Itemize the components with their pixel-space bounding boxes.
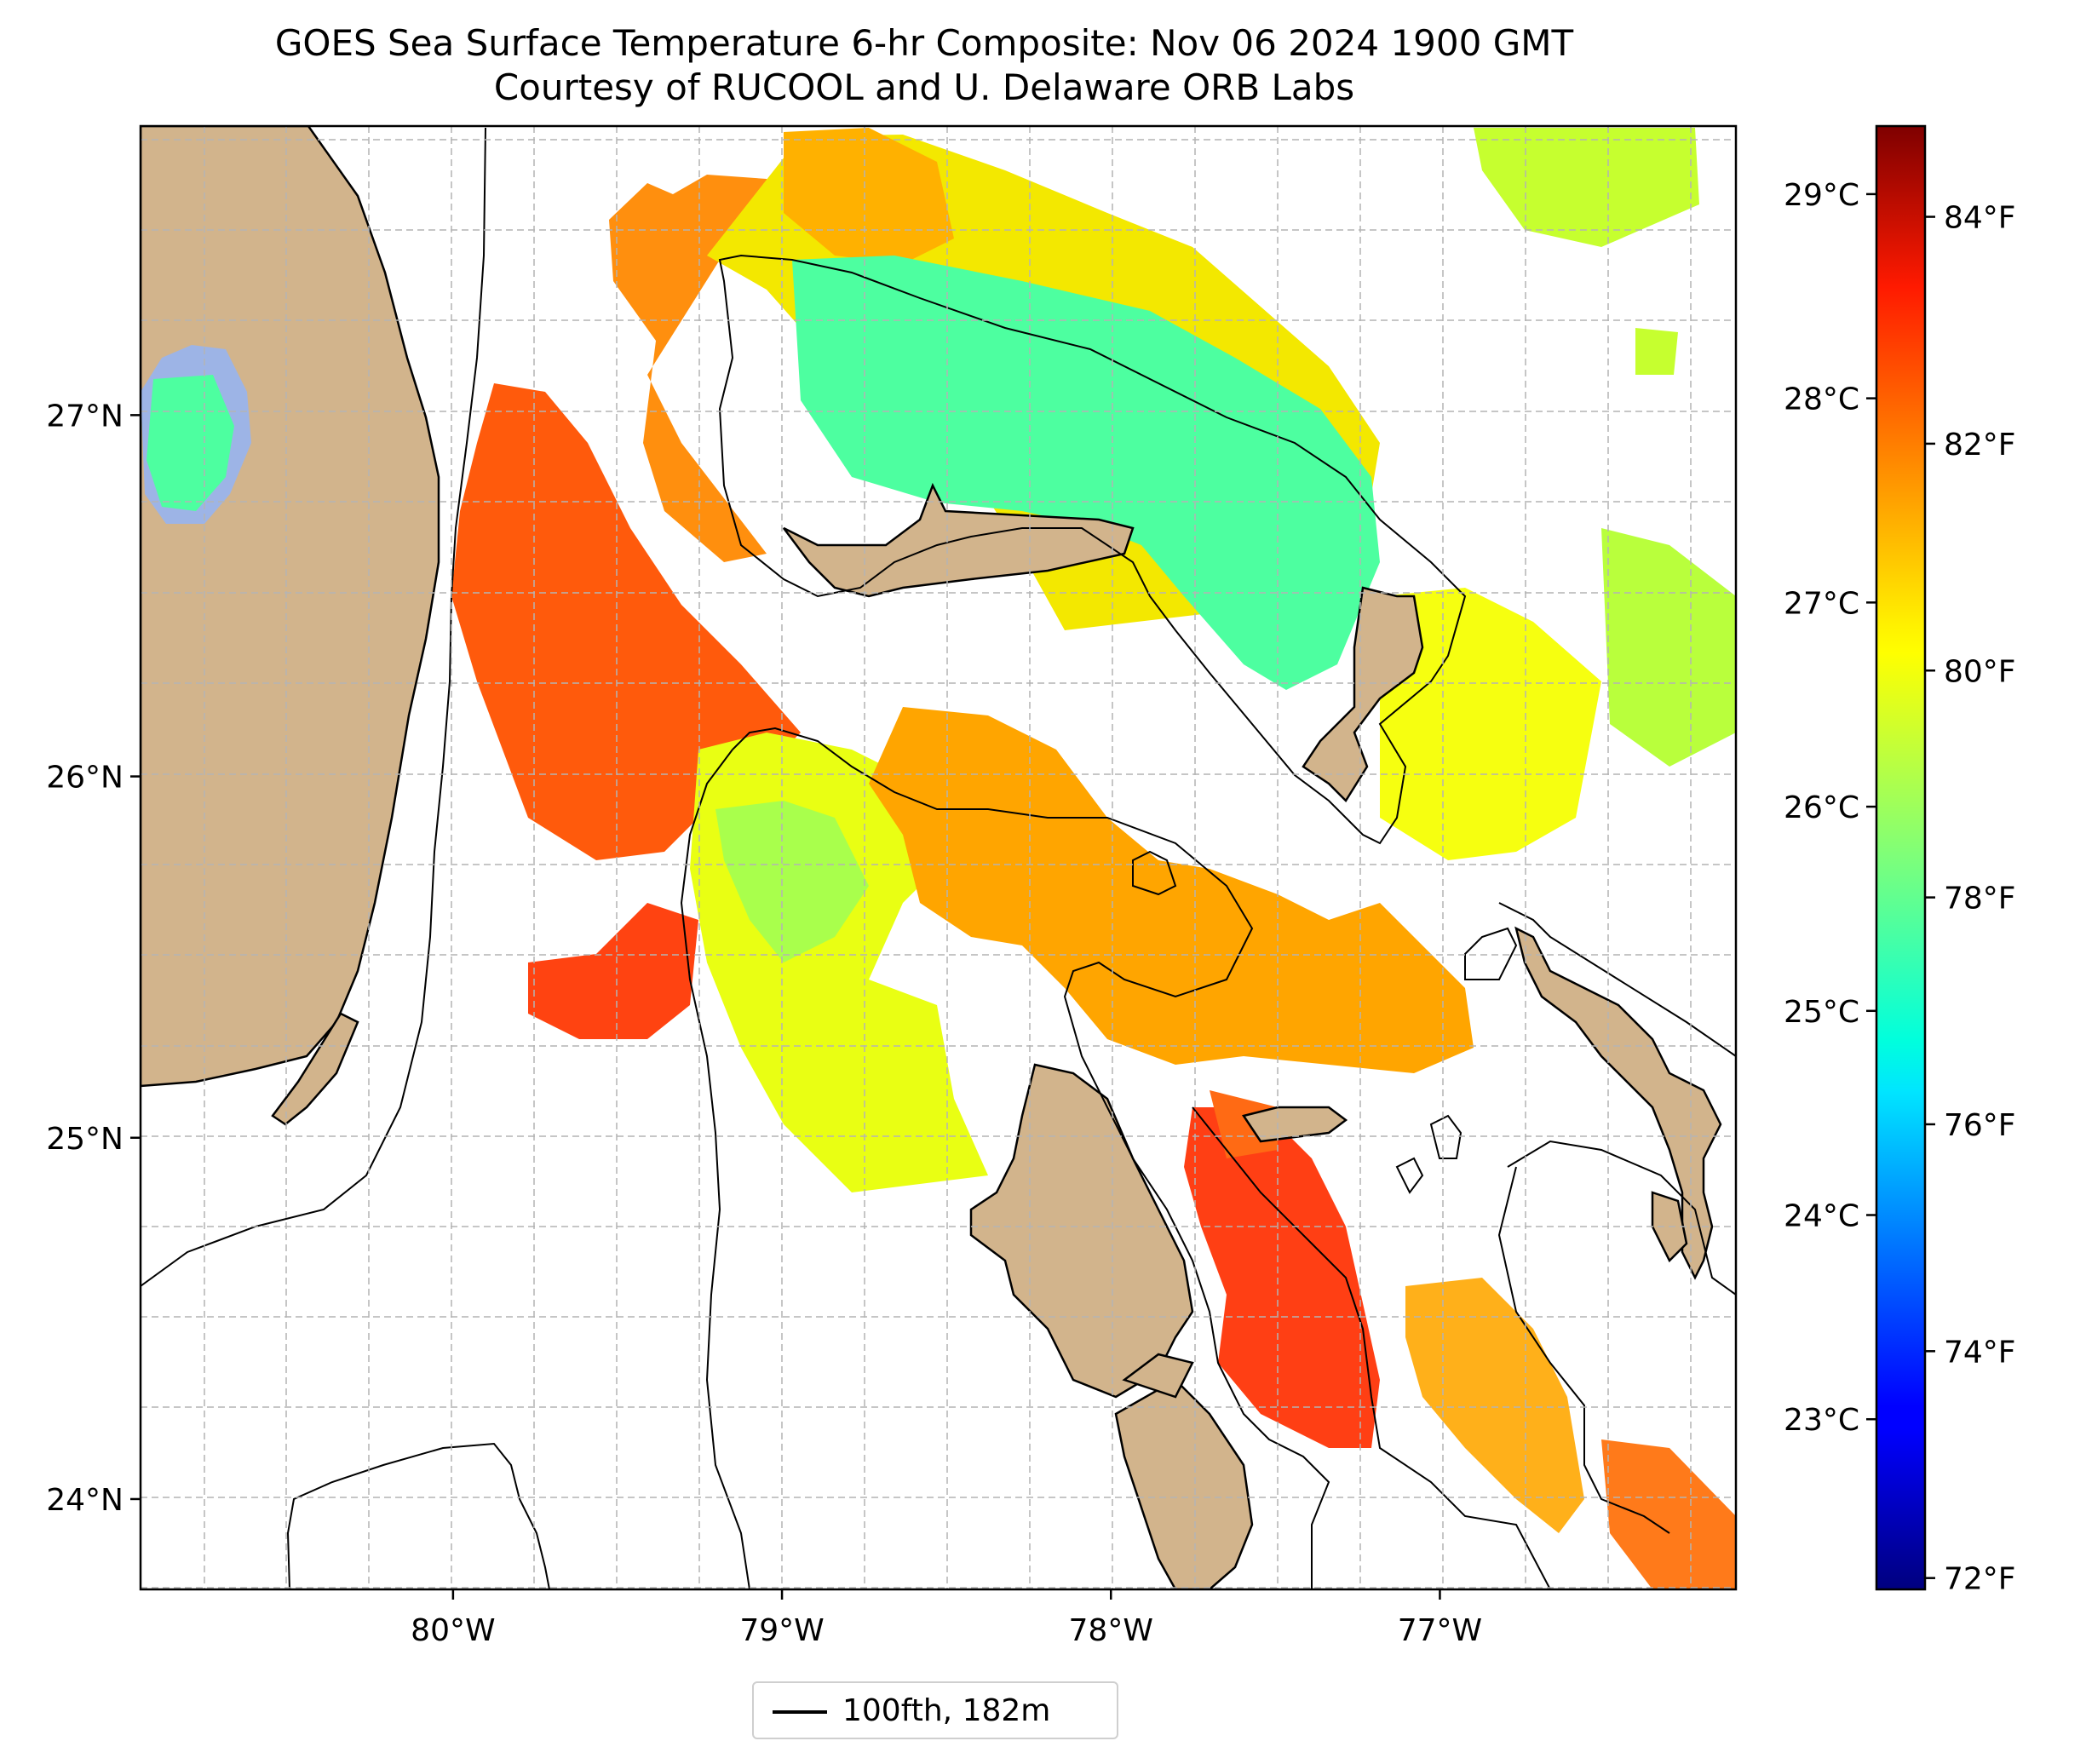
colorbar	[1875, 124, 1927, 1591]
cb-f-label-5: 74°F	[1944, 1335, 2016, 1370]
sst-patch-ne-green	[1474, 128, 1699, 247]
longitude-axis: 80°W 79°W 78°W 77°W	[411, 1589, 1482, 1648]
andros-middle	[1122, 1353, 1194, 1399]
map-frame	[139, 124, 1738, 1591]
land-areas	[141, 126, 1722, 1589]
sst-patch-florida-red	[528, 903, 698, 1039]
lon-tick-label-3: 77°W	[1398, 1613, 1482, 1648]
cb-c-label-2: 27°C	[1784, 586, 1859, 621]
cb-f-label-6: 72°F	[1944, 1562, 2016, 1597]
cb-c-label-4: 25°C	[1784, 995, 1859, 1030]
abaco-island	[1302, 586, 1424, 802]
latitude-axis: 27°N 26°N 25°N 24°N	[46, 399, 141, 1518]
lat-tick-label-3: 24°N	[46, 1483, 124, 1518]
lat-tick-label-0: 27°N	[46, 399, 124, 434]
cb-c-label-0: 29°C	[1784, 178, 1859, 213]
map-title: GOES Sea Surface Temperature 6-hr Compos…	[274, 22, 1574, 64]
sst-patch-east-green	[1601, 528, 1736, 767]
lake-core	[147, 375, 234, 511]
grand-bahama-island	[783, 482, 1135, 598]
legend-label: 100fth, 182m	[842, 1693, 1051, 1728]
sst-patch-south-orange	[1405, 1278, 1584, 1533]
cb-f-label-2: 80°F	[1944, 654, 2016, 689]
lat-tick-label-1: 26°N	[46, 761, 124, 796]
cb-f-label-1: 82°F	[1944, 428, 2016, 463]
sst-patch-middle-orange	[869, 707, 1474, 1073]
eleuthera-island	[1514, 926, 1722, 1280]
cb-c-label-5: 24°C	[1784, 1199, 1859, 1234]
legend: 100fth, 182m	[752, 1681, 1118, 1739]
cb-c-label-6: 23°C	[1784, 1403, 1859, 1438]
sst-patches	[451, 128, 1736, 1589]
cb-c-label-3: 26°C	[1784, 790, 1859, 825]
lon-tick-label-1: 79°W	[739, 1613, 824, 1648]
cb-f-label-3: 78°F	[1944, 882, 2016, 916]
graticule	[141, 126, 1736, 1589]
lat-tick-label-2: 25°N	[46, 1122, 124, 1157]
legend-line-swatch	[773, 1710, 827, 1714]
map-subtitle: Courtesy of RUCOOL and U. Delaware ORB L…	[493, 66, 1355, 108]
new-providence-island	[1241, 1106, 1348, 1143]
cb-c-label-1: 28°C	[1784, 382, 1859, 417]
lon-tick-label-0: 80°W	[411, 1613, 495, 1648]
sst-patch-sw-orange	[1601, 1439, 1736, 1589]
lon-tick-label-2: 78°W	[1069, 1613, 1153, 1648]
colorbar-fahrenheit-axis: 84°F 82°F 80°F 78°F 76°F 74°F 72°F	[1925, 201, 2016, 1597]
cb-f-label-4: 76°F	[1944, 1108, 2016, 1143]
sst-patch-north-orange	[609, 175, 801, 562]
andros-island	[969, 1063, 1194, 1399]
map-panel	[141, 126, 1736, 1589]
andros-south	[1114, 1378, 1254, 1589]
cb-f-label-0: 84°F	[1944, 201, 2016, 236]
colorbar-celsius-axis: 29°C 28°C 27°C 26°C 25°C 24°C 23°C	[1784, 178, 1876, 1438]
sst-patch-east-yellow	[1380, 588, 1601, 860]
sst-patch-gyre-green	[715, 801, 869, 962]
sst-patch-andros-red	[1184, 1107, 1380, 1448]
sst-patch-florida-current	[451, 383, 801, 860]
florida-keys	[271, 1012, 359, 1126]
isobath-contours	[141, 127, 1736, 1589]
sst-patch-banks-green	[792, 256, 1380, 690]
sst-patch-ne-green2	[1635, 328, 1678, 375]
